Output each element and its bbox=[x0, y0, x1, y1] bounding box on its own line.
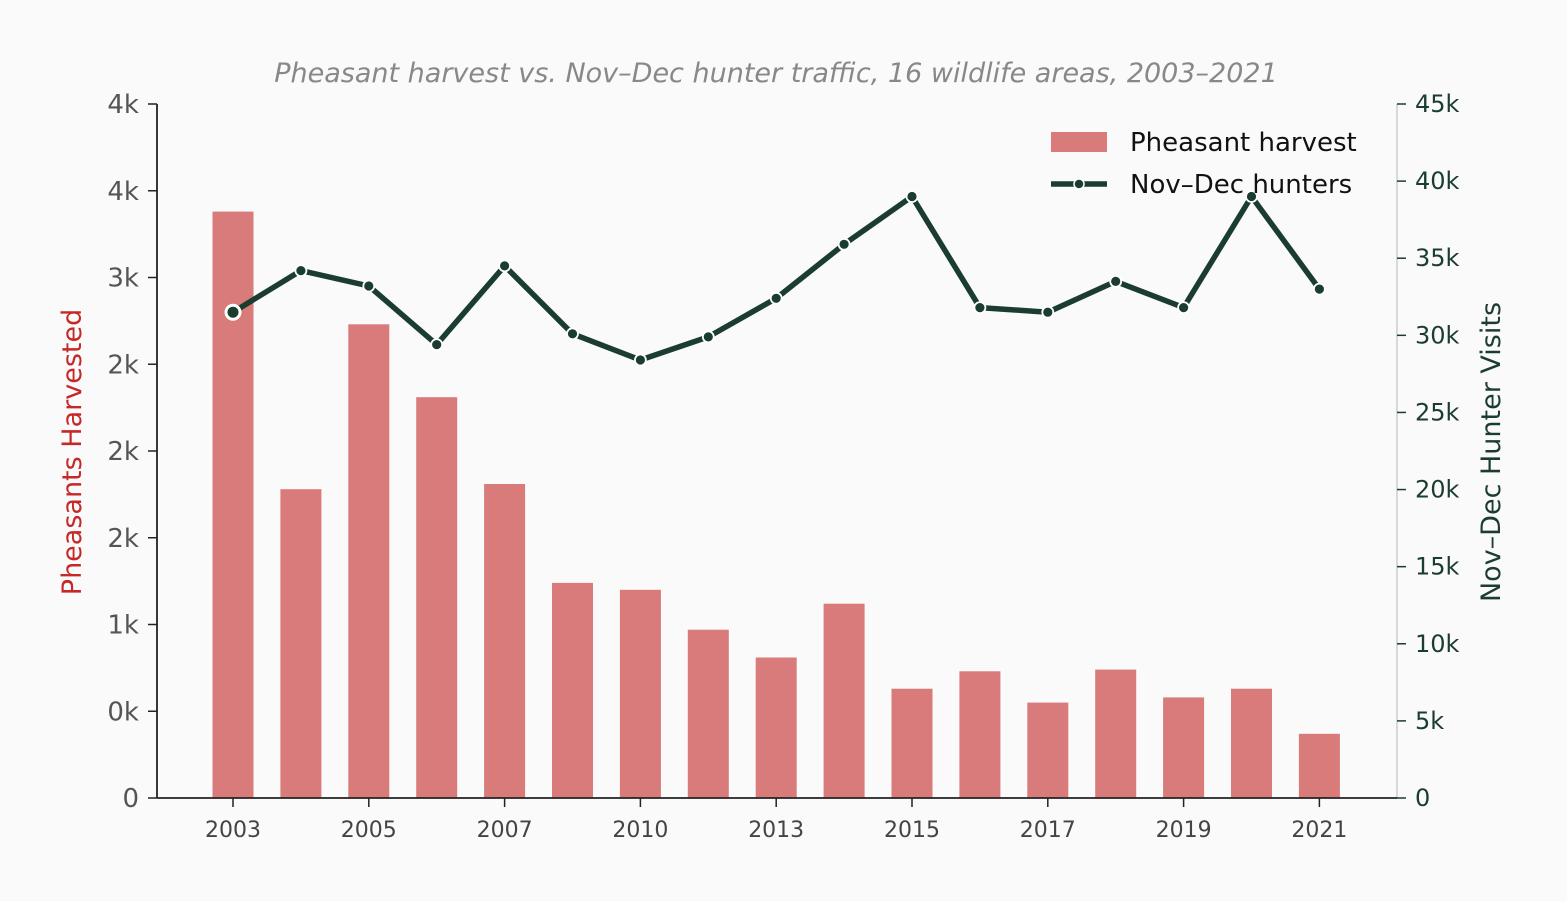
left-axis-label: Pheasants Harvested bbox=[57, 309, 88, 595]
legend-swatch-bar bbox=[1051, 132, 1107, 152]
right-ticks: 0 5k 10k 15k 20k 25k 30k 35k 40k 45k bbox=[1397, 90, 1460, 812]
left-tick-label: 0k bbox=[107, 697, 139, 727]
hunter-point-2009 bbox=[634, 353, 647, 367]
hunter-point-2014 bbox=[973, 301, 987, 315]
left-tick-label: 3k bbox=[107, 264, 139, 294]
x-tick-label: 2015 bbox=[884, 818, 940, 843]
hunter-point-2016 bbox=[1109, 274, 1123, 288]
legend-swatch-marker bbox=[1073, 178, 1085, 190]
left-tick-label: 2k bbox=[107, 350, 139, 380]
legend-label-bar: Pheasant harvest bbox=[1130, 128, 1357, 158]
hunter-point-2019 bbox=[1313, 282, 1326, 296]
x-ticks: 2003 2005 2007 2010 2013 2015 2017 2019 2021 bbox=[205, 798, 1347, 843]
right-tick-label: 40k bbox=[1415, 167, 1460, 195]
hunter-point-2018 bbox=[1245, 190, 1258, 203]
left-tick-label: 2k bbox=[107, 437, 139, 467]
hunter-point-2007 bbox=[498, 259, 512, 273]
chart-title: Pheasant harvest vs. Nov–Dec hunter traf… bbox=[274, 58, 1278, 89]
bar-series bbox=[212, 211, 1340, 799]
hunter-point-2013 bbox=[905, 190, 919, 203]
legend-label-line: Nov–Dec hunters bbox=[1130, 170, 1352, 200]
bar-2013 bbox=[891, 688, 933, 798]
hunter-point-2003 bbox=[224, 303, 242, 321]
x-tick-label: 2005 bbox=[341, 818, 397, 843]
right-tick-label: 35k bbox=[1415, 244, 1460, 272]
x-tick-label: 2019 bbox=[1156, 818, 1212, 843]
x-tick-label: 2010 bbox=[612, 818, 668, 843]
bar-2018 bbox=[1231, 688, 1272, 798]
right-tick-label: 10k bbox=[1415, 630, 1460, 658]
x-tick-label: 2021 bbox=[1291, 818, 1347, 843]
bar-2019 bbox=[1298, 733, 1340, 798]
bar-2007 bbox=[484, 484, 526, 798]
hunter-point-2017 bbox=[1177, 301, 1190, 315]
line-series bbox=[224, 190, 1326, 367]
hunter-point-2006 bbox=[430, 338, 444, 352]
left-tick-label: 2k bbox=[107, 524, 139, 554]
x-tick-label: 2003 bbox=[205, 818, 261, 843]
right-axis-label: Nov–Dec Hunter Visits bbox=[1476, 302, 1507, 602]
bar-2009 bbox=[619, 589, 661, 798]
right-tick-label: 25k bbox=[1415, 398, 1460, 426]
left-tick-label: 4k bbox=[107, 177, 139, 207]
right-tick-label: 5k bbox=[1415, 707, 1444, 735]
hunter-point-2010 bbox=[701, 330, 715, 344]
bar-2011 bbox=[755, 657, 797, 798]
bar-2014 bbox=[959, 671, 1001, 798]
left-tick-label: 0 bbox=[122, 784, 139, 814]
bar-2008 bbox=[552, 582, 593, 798]
bar-2015 bbox=[1027, 702, 1069, 798]
right-tick-label: 45k bbox=[1415, 90, 1460, 118]
bar-2003 bbox=[212, 211, 254, 799]
hunter-point-2015 bbox=[1041, 305, 1055, 319]
hunter-point-2012 bbox=[837, 237, 851, 251]
right-tick-label: 30k bbox=[1415, 321, 1460, 349]
hunter-point-2011 bbox=[769, 291, 783, 305]
bar-2016 bbox=[1095, 669, 1137, 798]
left-tick-label: 1k bbox=[107, 611, 139, 641]
right-tick-label: 20k bbox=[1415, 476, 1460, 504]
right-tick-label: 0 bbox=[1415, 784, 1430, 812]
bar-2012 bbox=[823, 603, 865, 798]
bar-2004 bbox=[280, 489, 322, 798]
hunter-point-2004 bbox=[294, 264, 308, 278]
hunter-point-2005 bbox=[362, 279, 376, 293]
bar-2010 bbox=[687, 629, 729, 798]
bar-2017 bbox=[1163, 697, 1205, 798]
x-tick-label: 2013 bbox=[748, 818, 804, 843]
right-tick-label: 15k bbox=[1415, 553, 1460, 581]
bar-2005 bbox=[348, 324, 390, 798]
legend: Pheasant harvest Nov–Dec hunters bbox=[1051, 128, 1357, 200]
left-ticks: 0 0k 1k 2k 2k 2k 3k 4k 4k bbox=[107, 90, 157, 814]
x-tick-label: 2017 bbox=[1020, 818, 1076, 843]
left-tick-label: 4k bbox=[107, 90, 139, 120]
bar-2006 bbox=[416, 397, 458, 798]
hunter-point-2008 bbox=[566, 327, 579, 341]
x-tick-label: 2007 bbox=[477, 818, 533, 843]
